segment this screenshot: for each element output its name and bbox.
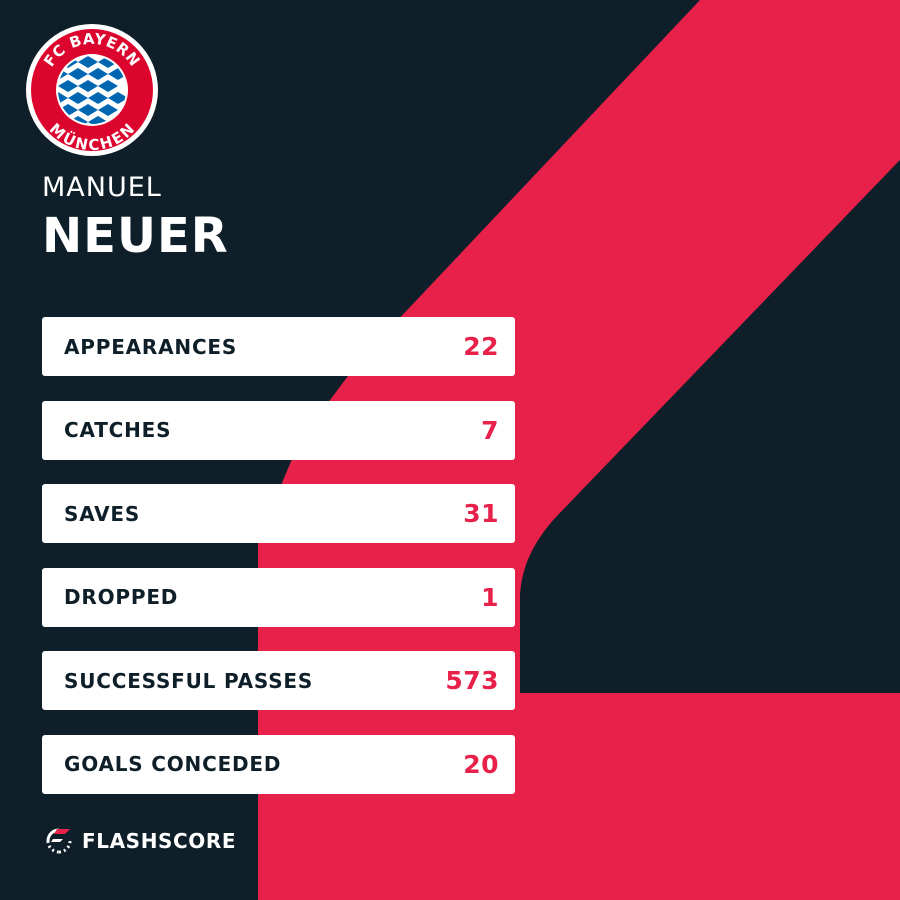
fc-bayern-logo: FC BAYERN MÜNCHEN — [26, 24, 158, 156]
stat-value: 7 — [481, 415, 499, 445]
stat-value: 22 — [463, 332, 499, 361]
stat-label: SAVES — [64, 501, 141, 526]
stat-label: APPEARANCES — [64, 334, 238, 359]
stat-row-saves: SAVES 31 — [42, 484, 515, 543]
stats-list: APPEARANCES 22 CATCHES 7 SAVES 31 DROPPE… — [42, 317, 515, 818]
flashscore-logo-icon — [46, 828, 72, 854]
stat-row-dropped: DROPPED 1 — [42, 567, 515, 627]
stat-label: SUCCESSFUL PASSES — [64, 668, 314, 693]
player-last-name: NEUER — [42, 208, 229, 264]
stat-value: 31 — [463, 499, 499, 528]
stat-value: 1 — [481, 582, 499, 612]
stat-row-appearances: APPEARANCES 22 — [42, 317, 515, 376]
stat-label: CATCHES — [64, 418, 172, 442]
stat-row-goals-conceded: GOALS CONCEDED 20 — [42, 734, 515, 794]
flashscore-brand: FLASHSCORE — [44, 826, 236, 856]
stat-label: GOALS CONCEDED — [64, 752, 282, 776]
flashscore-wordmark: FLASHSCORE — [82, 829, 237, 853]
stat-row-catches: CATCHES 7 — [42, 400, 515, 460]
stat-label: DROPPED — [64, 585, 179, 609]
stat-value: 20 — [463, 749, 499, 779]
stat-value: 573 — [445, 666, 499, 695]
stat-row-successful-passes: SUCCESSFUL PASSES 573 — [42, 651, 515, 710]
player-first-name: MANUEL — [42, 172, 162, 203]
